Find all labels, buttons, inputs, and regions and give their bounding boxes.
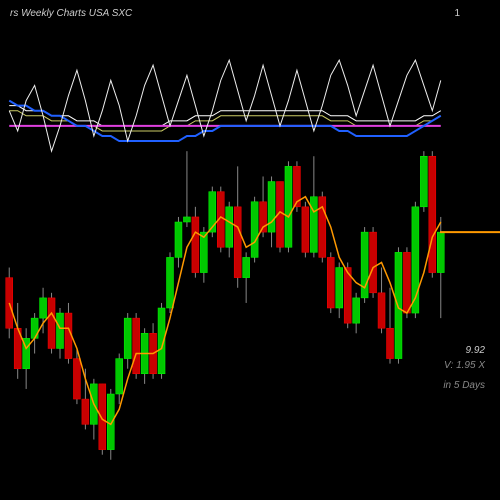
days-label: in 5 Days xyxy=(443,380,485,391)
price-value: 9.92 xyxy=(466,345,485,356)
candlestick-chart[interactable] xyxy=(0,0,500,500)
volume-value: V: 1.95 X xyxy=(444,360,485,371)
